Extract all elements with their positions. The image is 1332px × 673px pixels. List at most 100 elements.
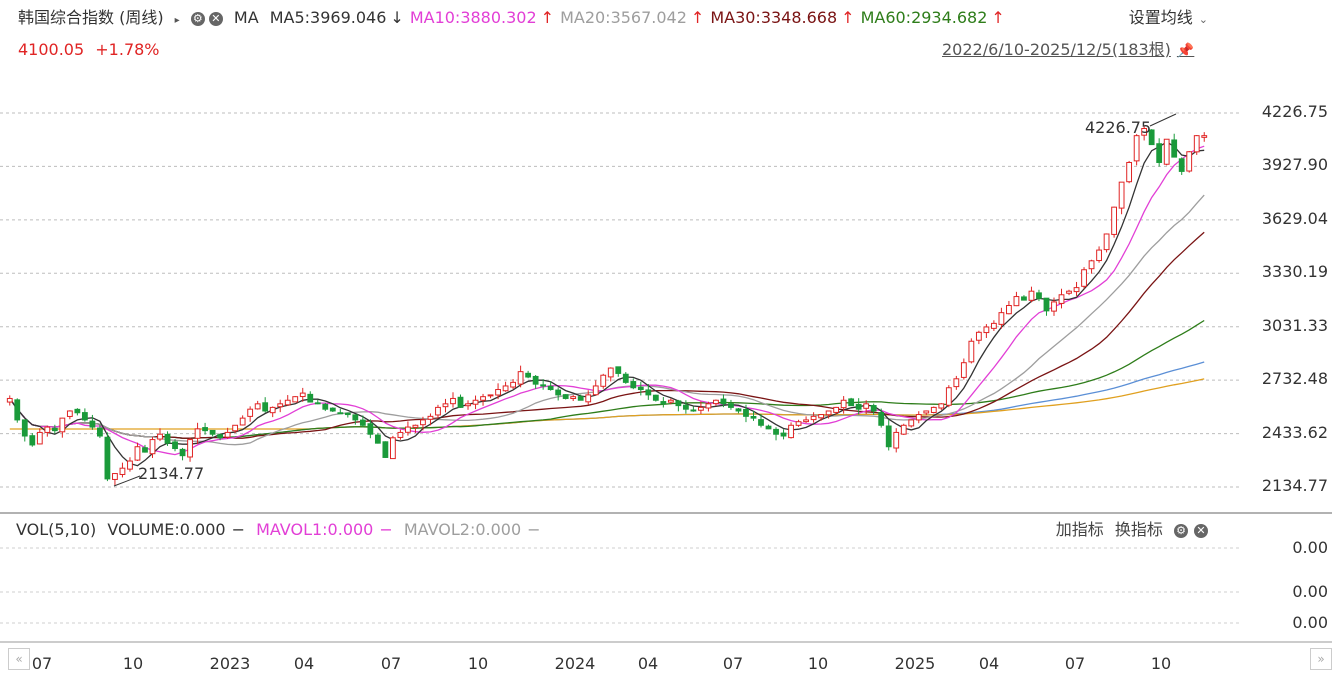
switch-indicator-button[interactable]: 换指标	[1114, 520, 1163, 539]
candle-body	[758, 419, 764, 426]
candle-body	[1171, 139, 1178, 158]
candle-body	[698, 406, 704, 411]
candle-body	[1036, 292, 1042, 299]
candle-body	[44, 426, 51, 433]
candle-body	[329, 407, 336, 412]
candle-body	[547, 385, 554, 391]
date-range-label: 2022/6/10-2025/12/5(183根)	[942, 40, 1171, 59]
candle-body	[1193, 135, 1200, 153]
y-tick-label: 3031.33	[1261, 315, 1328, 335]
pin-icon[interactable]: 📌	[1176, 43, 1195, 59]
candle-body	[457, 396, 464, 408]
gear-icon[interactable]: ⚙	[1174, 523, 1188, 538]
volume-header: VOL(5,10) VOLUME:0.000− MAVOL1:0.000− MA…	[16, 520, 547, 540]
candle-body	[803, 419, 809, 423]
candle-body	[487, 394, 494, 397]
candle-body	[855, 403, 862, 410]
last-price: 4100.05	[18, 40, 85, 59]
settings-button[interactable]: 设置均线 ⌄	[1129, 8, 1214, 30]
close-icon[interactable]: ✕	[208, 11, 223, 26]
annotation-low: 2134.77	[138, 464, 205, 483]
candle-body	[292, 396, 299, 403]
candle-body	[389, 437, 396, 460]
date-range[interactable]: 2022/6/10-2025/12/5(183根) 📌	[942, 40, 1200, 61]
candle-body	[112, 473, 118, 480]
volume-value: VOLUME:0.000	[107, 520, 226, 539]
candle-body	[893, 431, 900, 449]
candle-body	[930, 406, 937, 413]
candle-body	[878, 412, 885, 426]
price-change: +1.78%	[95, 40, 160, 59]
mavol2-dash: −	[527, 520, 541, 539]
candle-body	[960, 362, 967, 378]
candle-body	[127, 460, 133, 470]
candle-body	[562, 394, 569, 399]
volume-tick: 0.00	[1292, 613, 1328, 632]
ma-legend-item: MA60:2934.682	[860, 8, 988, 27]
candle-body	[277, 403, 284, 408]
candle-body	[1148, 129, 1155, 146]
candle-body	[600, 374, 607, 387]
scroll-left-button[interactable]: «	[8, 648, 30, 670]
close-icon[interactable]: ✕	[1194, 523, 1208, 538]
chevron-down-icon: ⌄	[1198, 13, 1208, 26]
trend-arrow-icon: ↑	[690, 8, 705, 27]
candle-body	[1096, 249, 1102, 262]
annotation-arrow	[1149, 113, 1177, 127]
settings-label: 设置均线	[1128, 8, 1193, 27]
triangle-right-icon[interactable]: ▸	[174, 15, 180, 26]
scroll-right-button[interactable]: »	[1310, 648, 1332, 670]
x-tick-label: 07	[722, 654, 744, 673]
ma-legend-item: MA20:3567.042	[560, 8, 687, 27]
x-tick-label: 2024	[554, 654, 596, 673]
x-tick-label: 2025	[894, 654, 936, 673]
candle-body	[570, 396, 577, 400]
candle-body	[187, 439, 193, 458]
candle-body	[840, 399, 847, 409]
candle-body	[1006, 304, 1012, 315]
candle-body	[765, 425, 772, 430]
gear-icon[interactable]: ⚙	[190, 11, 205, 26]
y-tick-label: 3927.90	[1261, 155, 1328, 175]
candle-body	[983, 326, 990, 334]
candle-body	[848, 398, 855, 407]
ma250-line	[9, 378, 1205, 430]
x-tick-label: 07	[1064, 654, 1086, 673]
x-tick-label: 10	[467, 654, 489, 673]
candle-body	[97, 427, 103, 437]
trend-arrow-icon: ↑	[540, 8, 555, 27]
candle-body	[675, 400, 682, 407]
candle-body	[412, 424, 419, 428]
candle-body	[397, 431, 404, 438]
candle-body	[104, 436, 111, 480]
candle-body	[630, 381, 637, 389]
candle-body	[810, 415, 817, 421]
candle-body	[89, 420, 96, 428]
candle-body	[577, 396, 584, 401]
candle-body	[735, 408, 742, 412]
candle-body	[1133, 135, 1140, 162]
candle-body	[900, 424, 907, 435]
trend-arrow-icon: ↑	[841, 8, 855, 27]
candle-body	[652, 394, 659, 401]
candle-body	[1066, 290, 1072, 294]
candle-body	[1051, 301, 1057, 312]
candle-body	[923, 410, 930, 414]
candle-body	[607, 367, 614, 378]
candle-body	[870, 405, 877, 412]
candle-body	[59, 417, 66, 433]
candle-body	[427, 415, 434, 420]
candle-body	[239, 417, 246, 426]
candle-body	[194, 428, 201, 439]
candle-body	[660, 401, 667, 405]
candle-body	[713, 399, 719, 405]
vol-label: VOL(5,10)	[16, 520, 97, 539]
candle-body	[1028, 290, 1035, 301]
candle-body	[743, 408, 749, 417]
candle-body	[968, 340, 975, 363]
candle-body	[81, 412, 88, 421]
add-indicator-button[interactable]: 加指标	[1055, 520, 1104, 539]
y-tick-label: 4226.75	[1261, 102, 1328, 121]
candle-body	[682, 404, 689, 410]
